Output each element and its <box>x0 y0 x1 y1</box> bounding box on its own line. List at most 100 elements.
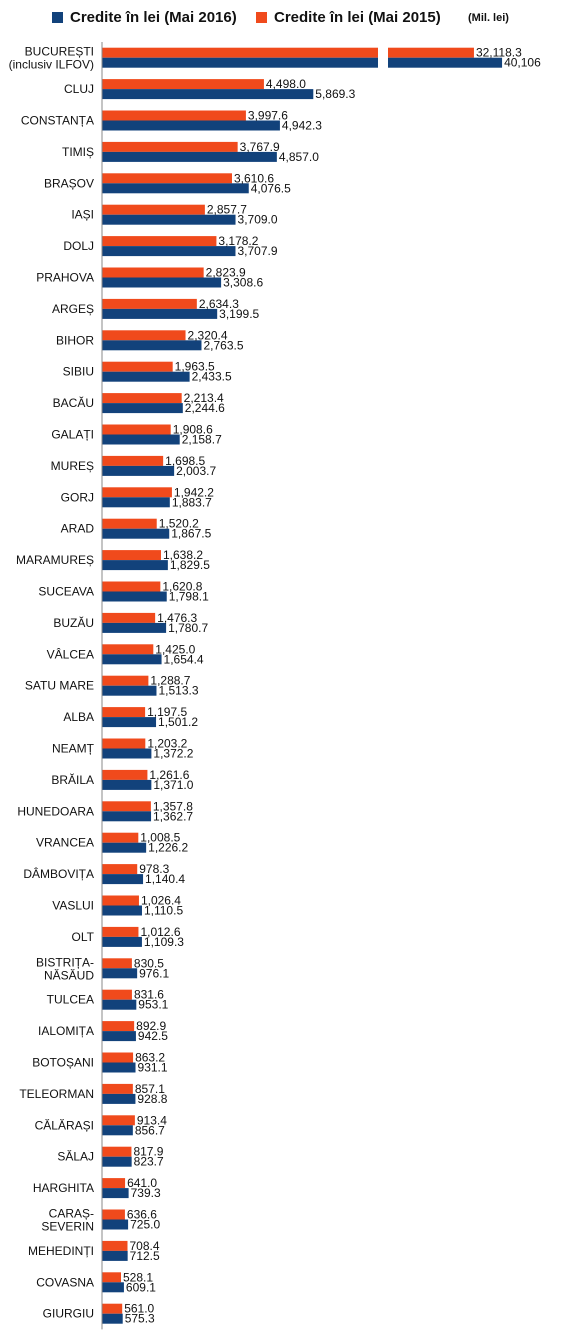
data-label-2015: 1,261.6 <box>149 768 189 782</box>
category-label: BISTRIȚA-NĂSĂUD <box>36 955 94 982</box>
bar-2016 <box>102 654 162 665</box>
category-label: COVASNA <box>36 1275 94 1289</box>
data-label-2016: 609.1 <box>126 1280 156 1294</box>
bar-2016 <box>102 748 152 759</box>
category-label: SATU MARE <box>25 679 94 693</box>
bar-2016 <box>102 811 152 822</box>
category-label: VÂLCEA <box>47 646 94 661</box>
data-label-2015: 863.2 <box>135 1051 165 1065</box>
category-label: CONSTANȚA <box>21 114 94 128</box>
data-label-2016: 725.0 <box>130 1218 160 1232</box>
data-label-2015: 1,012.6 <box>140 925 180 939</box>
category-label: ARAD <box>61 522 95 536</box>
data-label-2016: 928.8 <box>137 1092 167 1106</box>
category-label: BUCUREȘTI (inclusiv ILFOV) <box>9 45 94 72</box>
bar-2016 <box>102 1156 132 1167</box>
bar-2016 <box>102 622 167 633</box>
bar-2016 <box>102 874 144 885</box>
data-label-2015: 1,942.2 <box>174 485 214 499</box>
category-label: VASLUI <box>52 899 94 913</box>
bar-2015 <box>102 550 161 561</box>
bar-2016 <box>102 120 280 131</box>
bar-2016 <box>102 434 180 445</box>
bar-2015 <box>102 958 132 969</box>
data-label-2016: 739.3 <box>131 1186 161 1200</box>
data-label-2016: 1,372.2 <box>153 747 193 761</box>
bar-2016 <box>102 591 167 602</box>
bar-2015 <box>102 1052 134 1063</box>
data-label-2015: 817.9 <box>133 1145 163 1159</box>
data-label-2015: 1,357.8 <box>153 799 193 813</box>
data-label-2016: 823.7 <box>134 1155 164 1169</box>
data-label-2016: 1,501.2 <box>158 715 198 729</box>
bar-2015 <box>102 707 146 718</box>
bar-2016 <box>102 89 314 100</box>
data-label-2015: 1,203.2 <box>147 737 187 751</box>
data-label-2015: 1,008.5 <box>140 831 180 845</box>
bar-2015 <box>102 487 172 498</box>
category-label: IALOMIȚA <box>38 1024 94 1038</box>
data-label-2015: 1,520.2 <box>159 517 199 531</box>
bar-2015 <box>102 769 148 780</box>
data-label-2015: 1,620.8 <box>162 580 202 594</box>
data-label-2015: 3,997.6 <box>248 109 288 123</box>
bar-2016 <box>102 340 202 351</box>
data-label-2016: 1,883.7 <box>172 495 212 509</box>
legend-label-2016: Credite în lei (Mai 2016) <box>70 9 237 26</box>
data-label-2015: 1,288.7 <box>150 674 190 688</box>
bar-2015 <box>102 1272 122 1283</box>
bar-2015-continued <box>388 47 474 58</box>
bar-2016 <box>102 905 142 916</box>
data-label-2016: 2,003.7 <box>176 464 216 478</box>
data-label-2016: 856.7 <box>135 1123 165 1137</box>
data-label-2016: 953.1 <box>138 998 168 1012</box>
category-label: SIBIU <box>63 365 94 379</box>
bar-2016 <box>102 183 249 194</box>
data-label-2016: 2,763.5 <box>203 338 243 352</box>
data-label-2016: 2,158.7 <box>182 433 222 447</box>
unit-label: (Mil. lei) <box>468 12 509 24</box>
bar-2015 <box>102 1115 135 1126</box>
bar-2015 <box>102 1240 128 1251</box>
data-label-2016: 4,076.5 <box>251 181 291 195</box>
bar-2015 <box>102 926 139 937</box>
data-label-2016: 1,780.7 <box>168 621 208 635</box>
data-label-2015: 2,320.4 <box>188 328 228 342</box>
data-label-2015: 1,698.5 <box>165 454 205 468</box>
legend-label-2015: Credite în lei (Mai 2015) <box>274 9 441 26</box>
data-label-2016: 931.1 <box>138 1061 168 1075</box>
bar-2016 <box>102 497 170 508</box>
data-label-2016: 1,109.3 <box>144 935 184 949</box>
category-label: GORJ <box>61 490 94 504</box>
data-label-2016: 4,857.0 <box>279 150 319 164</box>
data-label-2015: 2,823.9 <box>206 266 246 280</box>
bar-2016 <box>102 842 147 853</box>
bar-2015 <box>102 173 232 184</box>
category-label: BRAȘOV <box>44 176 94 190</box>
category-label: PRAHOVA <box>36 271 94 285</box>
bar-2015 <box>102 455 164 466</box>
data-label-2015: 1,908.6 <box>173 423 213 437</box>
data-label-2016: 1,513.3 <box>158 684 198 698</box>
bar-2016 <box>102 1093 136 1104</box>
category-label: GIURGIU <box>43 1307 94 1321</box>
bar-2015 <box>102 675 149 686</box>
data-label-2015: 528.1 <box>123 1270 153 1284</box>
bar-2016 <box>102 1031 136 1042</box>
data-label-2016: 1,371.0 <box>153 778 193 792</box>
data-label-2015: 3,767.9 <box>240 140 280 154</box>
data-label-2015: 857.1 <box>135 1082 165 1096</box>
category-label: MARAMUREȘ <box>16 553 94 567</box>
data-label-2015: 830.5 <box>134 956 164 970</box>
bar-2016 <box>102 1250 128 1261</box>
category-label: TELEORMAN <box>19 1087 94 1101</box>
bar-2015 <box>102 424 171 435</box>
bar-2016 <box>102 1313 123 1324</box>
category-label: ARGEȘ <box>52 302 94 316</box>
data-label-2015: 913.4 <box>137 1113 167 1127</box>
data-label-2015: 2,857.7 <box>207 203 247 217</box>
category-label: CARAȘ-SEVERIN <box>41 1207 94 1234</box>
data-label-2015: 636.6 <box>127 1208 157 1222</box>
bar-2016 <box>102 214 236 225</box>
